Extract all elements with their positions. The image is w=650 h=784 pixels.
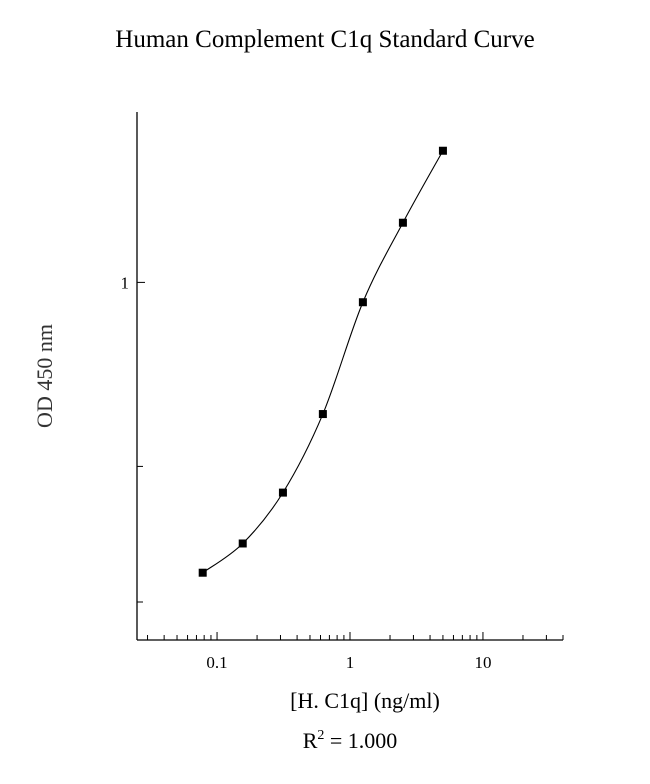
r-squared-annotation: R2 = 1.000 — [302, 728, 398, 753]
y-tick-label: 1 — [121, 273, 130, 292]
y-ticks: 1 — [121, 273, 145, 603]
data-point — [438, 146, 447, 155]
data-point — [278, 488, 287, 497]
series-line — [202, 150, 444, 574]
data-point — [238, 539, 247, 548]
data-point — [398, 218, 407, 227]
x-ticks: 0.1 1 10 — [147, 632, 564, 672]
data-point — [198, 568, 207, 577]
x-axis-label: [H. C1q] (ng/ml) — [290, 688, 440, 713]
x-tick-label: 1 — [346, 653, 355, 672]
chart-title: Human Complement C1q Standard Curve — [115, 26, 535, 53]
series-points — [198, 146, 447, 577]
x-tick-label: 0.1 — [206, 653, 227, 672]
data-point — [318, 410, 327, 419]
data-point — [358, 298, 367, 307]
x-tick-label: 10 — [474, 653, 491, 672]
